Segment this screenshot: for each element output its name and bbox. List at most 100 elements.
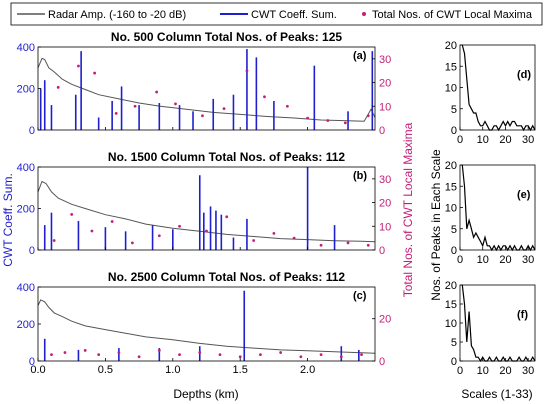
ytick-right-label: 0 <box>379 356 385 368</box>
ytick-left-label: 400 <box>17 42 35 54</box>
ytick-right-label: 20 <box>379 78 391 90</box>
ytick-right-label: 0 <box>379 245 385 257</box>
ytick-left-label: 200 <box>17 319 35 331</box>
maxima-dot <box>366 114 370 118</box>
ytick-label: 20 <box>445 40 457 52</box>
ytick-right-label: 20 <box>379 314 391 326</box>
ytick-right-label: 30 <box>379 54 391 66</box>
maxima-dot <box>178 224 181 228</box>
ytick-label: 0 <box>451 125 457 137</box>
ytick-label: 10 <box>445 83 457 95</box>
maxima-dot <box>218 353 222 357</box>
ytick-label: 20 <box>445 160 457 172</box>
panel-letter: (f) <box>517 309 528 321</box>
maxima-dot <box>130 241 134 245</box>
maxima-dot <box>93 71 97 75</box>
maxima-dot <box>174 102 177 106</box>
ytick-right-label: 10 <box>379 101 391 113</box>
xtick-label: 10 <box>477 254 489 266</box>
scale-line <box>461 44 536 132</box>
maxima-dot <box>252 239 256 242</box>
scale-panel-1: 0 5 10 15 20 0 10 20 30 (d) <box>445 40 536 146</box>
maxima-dot <box>259 353 262 357</box>
xtick-label: 20 <box>499 254 511 266</box>
panel-letter: (c) <box>353 290 367 302</box>
panel-frame <box>37 286 376 362</box>
xtick-label: 30 <box>522 254 534 266</box>
panel-frame <box>459 44 536 131</box>
ytick-label: 15 <box>445 181 457 193</box>
right-col-ylabel: Nos. of Peaks in Each Scale <box>429 149 443 301</box>
panel-letter: (d) <box>517 69 531 81</box>
maxima-dot <box>83 349 87 352</box>
maxima-dot <box>114 112 118 115</box>
legend-box <box>10 2 543 26</box>
radar-amp-line <box>37 180 376 243</box>
ytick-label: 10 <box>445 203 457 215</box>
xtick-label: 0 <box>457 254 463 266</box>
maxima-dot <box>299 355 303 359</box>
maxima-dot <box>360 353 363 357</box>
maxima-dot <box>117 351 121 354</box>
panel-title: No. 2500 Column Total Nos. of Peaks: 112 <box>108 270 346 284</box>
maxima-dot <box>319 353 323 357</box>
maxima-dot <box>306 116 309 120</box>
maxima-dot <box>52 239 56 242</box>
maxima-dot <box>366 243 370 247</box>
depth-panel-1: No. 500 Column Total Nos. of Peaks: 125 0… <box>17 30 392 137</box>
bottom-xlabel: Depths (km) <box>173 387 238 401</box>
depth-panel-3: No. 2500 Column Total Nos. of Peaks: 112… <box>17 270 392 376</box>
ytick-label: 5 <box>451 337 457 349</box>
scale-line <box>461 164 536 252</box>
scale-panel-2: 0 5 10 15 20 0 10 20 30 (e) <box>445 160 536 266</box>
ytick-label: 15 <box>445 61 457 73</box>
xtick-label: 0 <box>457 134 463 146</box>
maxima-dot <box>178 353 181 357</box>
ytick-left-label: 400 <box>17 162 35 174</box>
xtick-label: 10 <box>477 365 489 377</box>
maxima-dot <box>238 355 242 359</box>
maxima-dot <box>77 64 80 68</box>
maxima-dot <box>205 229 208 233</box>
ytick-left-label: 200 <box>17 84 35 96</box>
maxima-dot <box>97 353 101 357</box>
ytick-label: 5 <box>451 224 457 236</box>
ytick-right-label: 10 <box>379 221 391 233</box>
xtick-label: 0.5 <box>98 364 113 376</box>
ytick-left-label: 0 <box>29 245 35 257</box>
maxima-dot <box>157 234 161 238</box>
maxima-dot <box>133 104 137 108</box>
ytick-label: 15 <box>445 299 457 311</box>
maxima-dot <box>292 236 296 240</box>
xtick-label: 30 <box>522 365 534 377</box>
xtick-label: 1.0 <box>165 364 180 376</box>
maxima-dot <box>56 85 60 89</box>
xtick-label: 2.0 <box>300 364 315 376</box>
ytick-label: 10 <box>445 318 457 330</box>
ytick-label: 0 <box>451 245 457 257</box>
panel-letter: (a) <box>353 50 367 62</box>
maxima-dot <box>157 349 161 352</box>
xtick-label: 20 <box>499 365 511 377</box>
ytick-right-label: 0 <box>379 125 385 137</box>
panel-letter: (e) <box>517 189 531 201</box>
ytick-label: 5 <box>451 104 457 116</box>
panel-title: No. 1500 Column Total Nos. of Peaks: 112 <box>108 150 346 164</box>
maxima-dot <box>285 104 289 108</box>
maxima-dot <box>319 243 323 247</box>
depth-panel-2: No. 1500 Column Total Nos. of Peaks: 112… <box>17 150 392 257</box>
ytick-left-label: 0 <box>29 356 35 368</box>
panel-frame <box>459 284 536 362</box>
maxima-dot <box>70 213 74 216</box>
legend-maxima-swatch <box>362 12 366 16</box>
maxima-dot <box>63 351 67 354</box>
radar-amp-line <box>37 57 376 122</box>
scale-line <box>461 284 536 363</box>
xtick-label: 20 <box>499 134 511 146</box>
maxima-dot <box>201 114 204 118</box>
panel-frame <box>459 164 536 251</box>
right-xlabel: Scales (1-33) <box>461 387 532 401</box>
maxima-dot <box>279 351 283 354</box>
maxima-dot <box>272 232 276 235</box>
